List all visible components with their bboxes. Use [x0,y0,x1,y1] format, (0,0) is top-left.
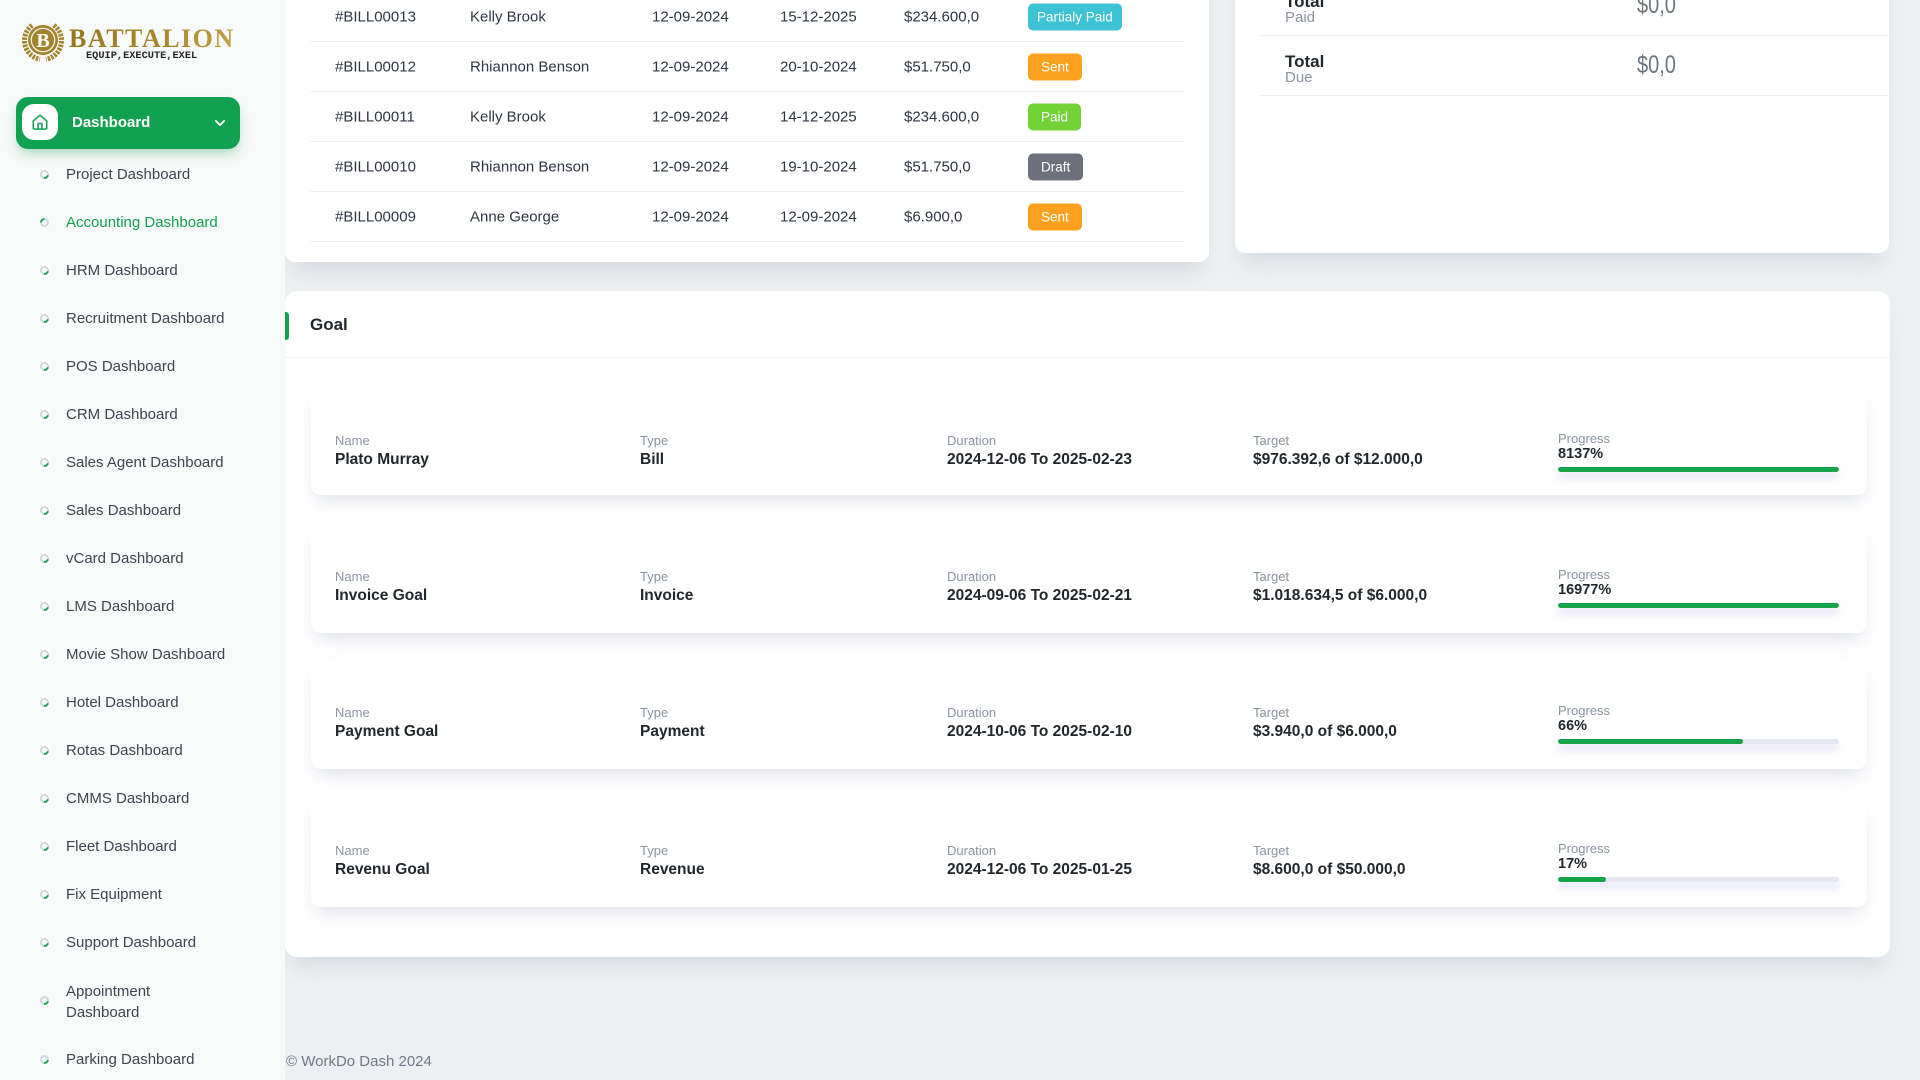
svg-text:B: B [36,30,49,52]
